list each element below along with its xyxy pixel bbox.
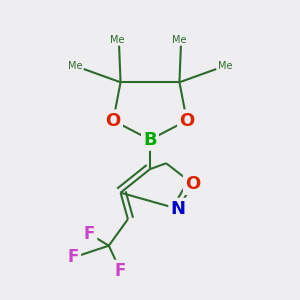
Text: O: O <box>106 112 121 130</box>
Text: F: F <box>115 262 126 280</box>
Text: Me: Me <box>68 61 82 71</box>
Text: Me: Me <box>172 34 187 45</box>
Text: F: F <box>68 248 79 266</box>
Text: B: B <box>143 131 157 149</box>
Text: O: O <box>185 175 200 193</box>
Text: O: O <box>179 112 194 130</box>
Text: Me: Me <box>110 34 125 45</box>
Text: F: F <box>84 225 95 243</box>
Text: Me: Me <box>218 61 232 71</box>
Text: N: N <box>170 200 185 218</box>
